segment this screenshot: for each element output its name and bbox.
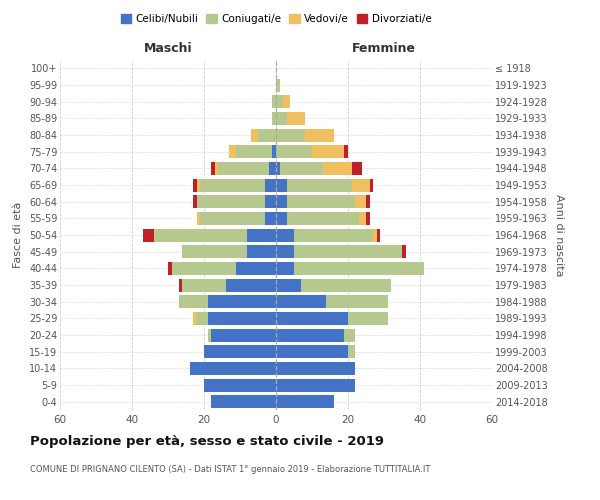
Y-axis label: Anni di nascita: Anni di nascita — [554, 194, 564, 276]
Bar — [366, 195, 370, 208]
Bar — [294, 245, 402, 258]
Bar — [272, 95, 276, 108]
Bar — [193, 178, 197, 192]
Bar — [168, 262, 172, 275]
Bar — [143, 228, 154, 241]
Bar — [258, 128, 276, 141]
Bar — [154, 228, 247, 241]
Bar — [272, 145, 276, 158]
Bar — [236, 145, 272, 158]
Bar — [348, 345, 355, 358]
Bar — [276, 345, 348, 358]
Bar — [287, 178, 352, 192]
Bar — [344, 328, 355, 342]
Bar — [211, 395, 276, 408]
Bar — [265, 212, 276, 225]
Bar — [197, 212, 200, 225]
Bar — [326, 295, 388, 308]
Bar — [193, 195, 197, 208]
Bar — [204, 378, 276, 392]
Text: COMUNE DI PRIGNANO CILENTO (SA) - Dati ISTAT 1° gennaio 2019 - Elaborazione TUTT: COMUNE DI PRIGNANO CILENTO (SA) - Dati I… — [30, 465, 430, 474]
Bar — [276, 195, 287, 208]
Bar — [182, 245, 247, 258]
Bar — [179, 278, 182, 291]
Bar — [359, 212, 366, 225]
Bar — [197, 312, 208, 325]
Bar — [200, 178, 265, 192]
Bar — [276, 178, 287, 192]
Bar — [226, 278, 276, 291]
Bar — [276, 228, 294, 241]
Bar — [247, 228, 276, 241]
Bar — [276, 312, 348, 325]
Bar — [287, 195, 355, 208]
Text: Femmine: Femmine — [352, 42, 416, 55]
Bar — [197, 195, 265, 208]
Bar — [276, 212, 287, 225]
Bar — [211, 328, 276, 342]
Bar — [190, 362, 276, 375]
Bar — [366, 212, 370, 225]
Bar — [312, 145, 344, 158]
Bar — [276, 112, 287, 125]
Bar — [305, 128, 334, 141]
Bar — [276, 278, 301, 291]
Bar — [276, 328, 344, 342]
Bar — [208, 295, 276, 308]
Bar — [197, 178, 200, 192]
Bar — [269, 162, 276, 175]
Bar — [182, 278, 226, 291]
Bar — [344, 145, 348, 158]
Bar — [283, 95, 290, 108]
Bar — [287, 112, 305, 125]
Bar — [208, 328, 211, 342]
Bar — [193, 312, 197, 325]
Bar — [352, 162, 362, 175]
Bar — [211, 162, 215, 175]
Bar — [280, 162, 323, 175]
Bar — [287, 212, 359, 225]
Bar — [276, 362, 355, 375]
Bar — [276, 295, 326, 308]
Bar — [323, 162, 352, 175]
Text: Maschi: Maschi — [143, 42, 193, 55]
Bar — [348, 312, 388, 325]
Y-axis label: Fasce di età: Fasce di età — [13, 202, 23, 268]
Text: Popolazione per età, sesso e stato civile - 2019: Popolazione per età, sesso e stato civil… — [30, 435, 384, 448]
Bar — [370, 178, 373, 192]
Bar — [265, 195, 276, 208]
Bar — [276, 162, 280, 175]
Bar — [294, 262, 424, 275]
Bar — [276, 128, 305, 141]
Bar — [236, 262, 276, 275]
Bar — [301, 278, 391, 291]
Bar — [276, 145, 312, 158]
Bar — [247, 245, 276, 258]
Bar — [352, 178, 370, 192]
Bar — [276, 378, 355, 392]
Bar — [402, 245, 406, 258]
Bar — [373, 228, 377, 241]
Bar — [276, 78, 280, 92]
Legend: Celibi/Nubili, Coniugati/e, Vedovi/e, Divorziati/e: Celibi/Nubili, Coniugati/e, Vedovi/e, Di… — [116, 10, 436, 29]
Bar — [265, 178, 276, 192]
Bar — [218, 162, 269, 175]
Bar — [179, 295, 208, 308]
Bar — [272, 112, 276, 125]
Bar — [200, 212, 265, 225]
Bar — [276, 262, 294, 275]
Bar — [276, 395, 334, 408]
Bar — [355, 195, 366, 208]
Bar — [204, 345, 276, 358]
Bar — [208, 312, 276, 325]
Bar — [172, 262, 236, 275]
Bar — [276, 95, 283, 108]
Bar — [215, 162, 218, 175]
Bar — [377, 228, 380, 241]
Bar — [229, 145, 236, 158]
Bar — [294, 228, 373, 241]
Bar — [276, 245, 294, 258]
Bar — [251, 128, 258, 141]
